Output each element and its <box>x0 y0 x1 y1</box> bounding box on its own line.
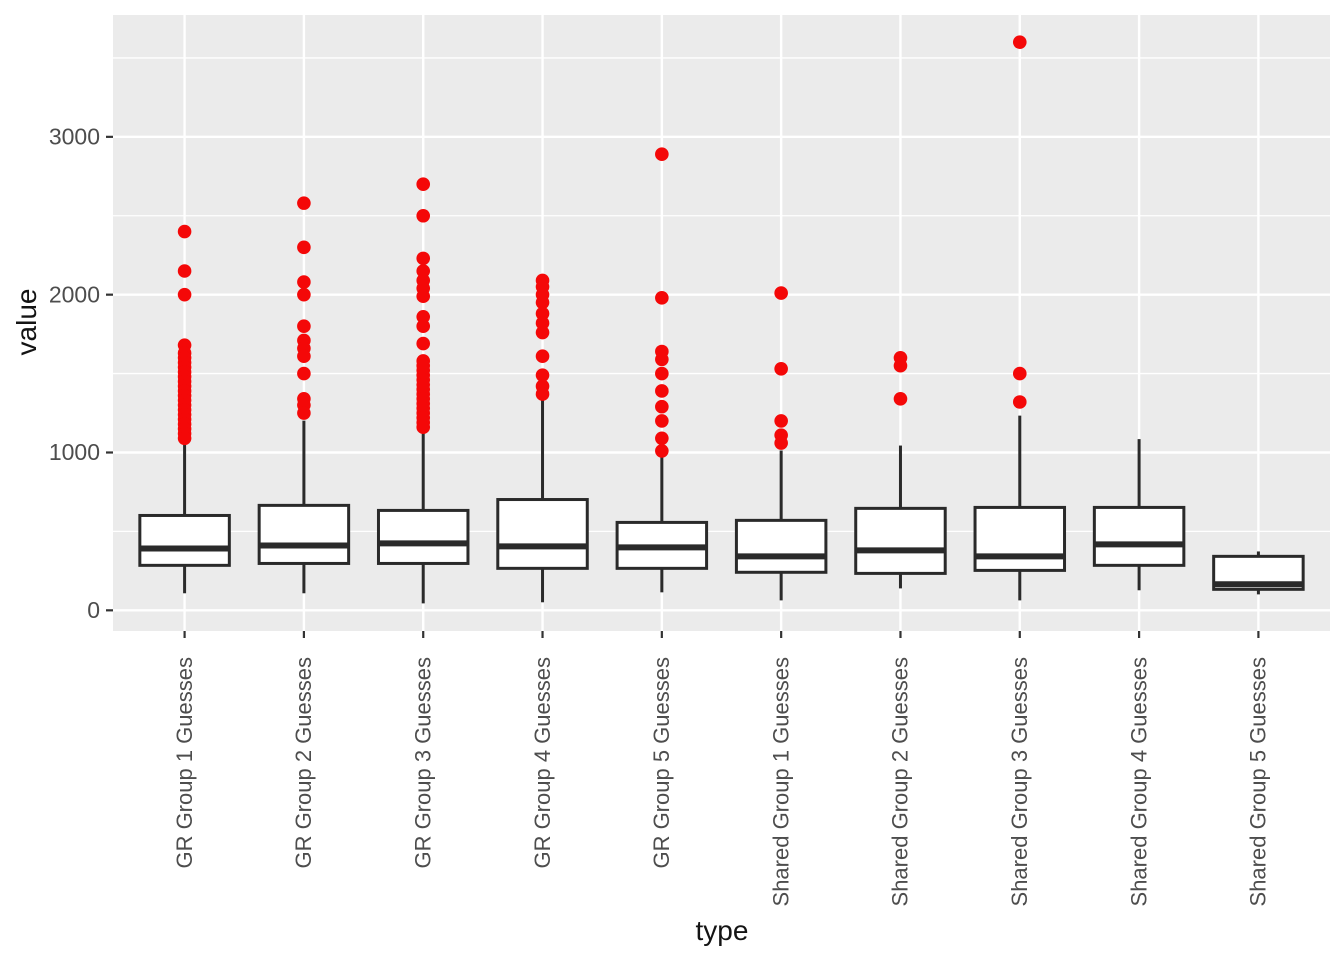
outlier-point <box>416 177 431 191</box>
outlier-point <box>297 287 311 302</box>
boxplot-gr-group-3-guesses <box>376 177 470 604</box>
boxplot-shared-group-1-guesses <box>734 286 828 601</box>
outlier-point <box>297 319 311 334</box>
outlier-point <box>177 264 192 278</box>
y-tick-label: 1000 <box>49 439 100 465</box>
x-tick-label: GR Group 1 Guesses <box>172 657 197 869</box>
outlier-point <box>655 444 669 458</box>
outlier-point <box>655 384 669 398</box>
outlier-point <box>774 436 788 450</box>
boxplot-gr-group-2-guesses <box>257 196 351 594</box>
outlier-point <box>416 420 431 435</box>
boxplot-gr-group-5-guesses <box>615 147 709 593</box>
y-tick-label: 0 <box>87 597 100 623</box>
x-tick-label: Shared Group 5 Guesses <box>1246 657 1271 906</box>
boxplot-shared-group-3-guesses <box>973 35 1067 601</box>
outlier-point <box>655 366 669 381</box>
iqr-box <box>138 513 231 567</box>
outlier-point <box>774 286 788 300</box>
outlier-point <box>416 336 431 351</box>
outlier-point <box>535 349 550 364</box>
outlier-point <box>655 399 669 414</box>
outlier-point <box>416 251 431 266</box>
iqr-box <box>973 505 1067 572</box>
boxplot-gr-group-1-guesses <box>138 224 231 594</box>
outlier-point <box>297 349 311 364</box>
outlier-point <box>655 352 669 367</box>
outlier-point <box>1012 366 1027 381</box>
iqr-box <box>734 518 828 574</box>
outlier-point <box>416 264 431 278</box>
outlier-point <box>893 392 908 406</box>
outlier-point <box>297 275 311 289</box>
x-tick-label: GR Group 5 Guesses <box>649 657 674 869</box>
iqr-box <box>257 503 351 565</box>
outlier-point <box>1012 395 1027 409</box>
outlier-point <box>774 414 788 428</box>
iqr-box <box>496 498 589 570</box>
outlier-point <box>535 368 550 382</box>
x-tick-label: GR Group 3 Guesses <box>410 657 435 869</box>
x-axis-title: type <box>695 915 749 946</box>
outlier-point <box>416 289 431 304</box>
outlier-point <box>416 309 431 324</box>
outlier-point <box>535 387 550 401</box>
y-tick-label: 2000 <box>49 281 100 307</box>
y-axis-title: value <box>11 288 42 356</box>
outlier-point <box>655 147 669 162</box>
x-tick-label: GR Group 4 Guesses <box>530 657 555 869</box>
outlier-point <box>535 325 550 340</box>
x-tick-label: Shared Group 2 Guesses <box>888 657 913 906</box>
outlier-point <box>893 358 908 373</box>
outlier-point <box>774 362 788 376</box>
outlier-point <box>535 316 550 330</box>
outlier-point <box>297 196 311 210</box>
outlier-point <box>655 291 669 305</box>
x-tick-label: GR Group 2 Guesses <box>291 657 316 869</box>
outlier-point <box>1012 35 1027 49</box>
boxplot-shared-group-4-guesses <box>1092 439 1186 591</box>
outlier-point <box>177 287 192 302</box>
boxplot-shared-group-2-guesses <box>854 351 947 589</box>
x-tick-label: Shared Group 3 Guesses <box>1007 657 1032 906</box>
outlier-point <box>297 406 311 420</box>
outlier-point <box>655 414 669 428</box>
outlier-point <box>297 366 311 381</box>
outlier-point <box>177 224 192 239</box>
iqr-box <box>376 508 470 565</box>
boxplot-gr-group-4-guesses <box>496 273 589 603</box>
outlier-point <box>655 431 669 446</box>
y-tick-label: 3000 <box>49 123 100 149</box>
outlier-point <box>535 306 550 321</box>
outlier-point <box>416 208 431 223</box>
outlier-point <box>177 431 192 446</box>
outlier-point <box>297 240 311 255</box>
iqr-box <box>854 506 947 575</box>
x-tick-label: Shared Group 1 Guesses <box>768 657 793 906</box>
outlier-point <box>535 295 550 310</box>
outlier-point <box>416 319 431 334</box>
x-tick-label: Shared Group 4 Guesses <box>1126 657 1151 906</box>
iqr-box <box>1092 505 1186 567</box>
boxplot-shared-group-5-guesses <box>1212 551 1305 595</box>
